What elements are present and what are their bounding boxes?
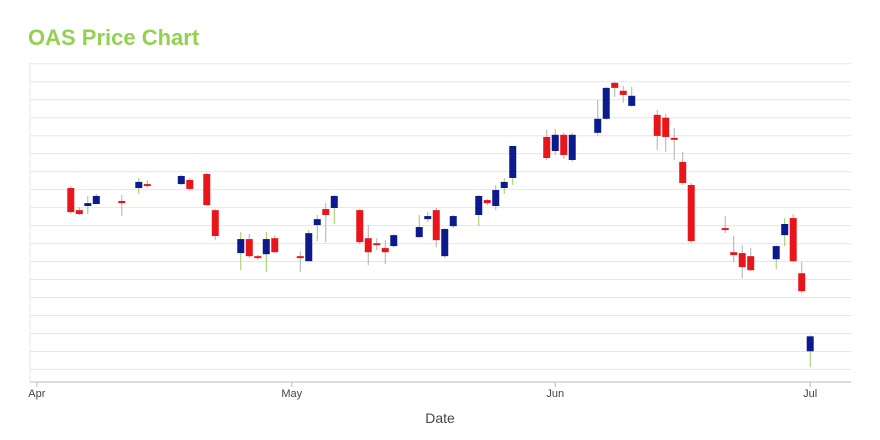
- candle-body: [441, 229, 449, 257]
- candle-body: [415, 227, 423, 238]
- candle-body: [75, 210, 83, 215]
- candle-body: [237, 239, 245, 254]
- candle-body: [211, 210, 219, 237]
- candle-body: [687, 184, 695, 242]
- x-tick-label: Jun: [546, 388, 564, 400]
- candle-body: [203, 174, 211, 206]
- candle-body: [262, 239, 270, 255]
- candle-body: [798, 273, 806, 292]
- candle-body: [271, 238, 279, 253]
- candle-body: [84, 203, 92, 206]
- candle-body: [118, 200, 126, 204]
- candle-body: [381, 248, 389, 253]
- candle-body: [781, 223, 789, 236]
- candle-body: [296, 256, 304, 259]
- candle-body: [789, 218, 797, 262]
- candle-body: [602, 87, 610, 119]
- candle-body: [509, 145, 517, 178]
- candle-body: [551, 134, 559, 151]
- candle-body: [92, 195, 100, 205]
- candle-body: [619, 90, 627, 95]
- candle-body: [305, 233, 313, 262]
- candle-body: [177, 175, 185, 185]
- candle-body: [738, 253, 746, 268]
- candle-body: [679, 161, 687, 183]
- candle-body: [721, 228, 729, 231]
- candle-body: [628, 95, 636, 106]
- candle-body: [568, 134, 576, 160]
- candle-body: [492, 190, 500, 206]
- candle-body: [135, 181, 143, 189]
- candle-body: [390, 235, 398, 247]
- x-tick-label: May: [281, 388, 302, 400]
- candle-body: [662, 117, 670, 137]
- candle-body: [245, 239, 253, 257]
- candle-body: [432, 210, 440, 241]
- candle-body: [806, 336, 814, 352]
- candle-body: [594, 118, 602, 133]
- candle-body: [186, 179, 194, 189]
- candle-body: [772, 246, 780, 260]
- candle-body: [730, 252, 738, 256]
- candle-body: [449, 216, 457, 227]
- candle-body: [475, 195, 483, 215]
- candle-body: [543, 136, 551, 158]
- candle-body: [330, 195, 338, 208]
- candle-body: [424, 216, 432, 220]
- candle-body: [254, 256, 262, 259]
- candle-body: [560, 134, 568, 155]
- candle-body: [373, 243, 381, 246]
- candle-body: [67, 188, 75, 213]
- candle-body: [653, 114, 661, 136]
- candle-body: [747, 256, 755, 271]
- candle-body: [500, 181, 508, 189]
- candle-body: [313, 219, 321, 226]
- x-axis-label: Date: [425, 410, 455, 426]
- candle-body: [611, 82, 619, 88]
- candle-body: [670, 137, 678, 140]
- x-tick-label: Apr: [28, 388, 45, 400]
- candle-body: [322, 209, 330, 215]
- candle-body: [143, 184, 151, 187]
- x-tick-label: Jul: [803, 388, 817, 400]
- candle-body: [356, 210, 364, 243]
- candle-body: [364, 238, 372, 253]
- chart-title: OAS Price Chart: [28, 25, 200, 50]
- candle-body: [483, 200, 491, 204]
